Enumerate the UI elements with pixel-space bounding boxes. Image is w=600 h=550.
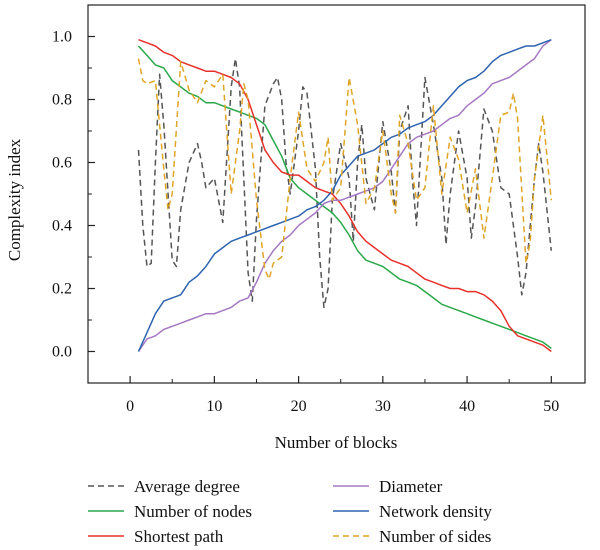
x-tick-label: 20 — [291, 398, 307, 415]
series-average-degree-line — [137, 57, 553, 309]
series-network-density-line — [137, 38, 552, 352]
x-tick-label: 50 — [543, 398, 559, 415]
y-tick-label: 0.2 — [52, 281, 72, 298]
legend: Average degree Number of nodes Shortest pa… — [88, 477, 492, 546]
legend-label-shortest-path: Shortest path — [134, 527, 224, 546]
y-tick-label: 0.6 — [52, 155, 72, 172]
series-number-of-sides-line — [137, 58, 553, 280]
legend-label-number-of-sides: Number of sides — [379, 527, 491, 546]
legend-label-average-degree: Average degree — [134, 477, 240, 496]
y-axis-label: Complexity index — [5, 138, 24, 261]
y-axis: 0.0 0.2 0.4 0.6 0.8 1.0 — [52, 29, 95, 361]
y-tick-label: 0.0 — [52, 344, 72, 361]
x-axis-label: Number of blocks — [275, 433, 398, 452]
series-diameter-line — [137, 39, 552, 352]
legend-label-diameter: Diameter — [379, 477, 443, 496]
series-layer — [137, 38, 553, 353]
legend-label-network-density: Network density — [379, 502, 492, 521]
x-tick-label: 10 — [206, 398, 222, 415]
y-tick-label: 0.8 — [52, 92, 72, 109]
x-axis: 0 10 20 30 40 50 — [126, 376, 559, 415]
x-tick-label: 30 — [375, 398, 391, 415]
legend-label-number-of-nodes: Number of nodes — [134, 502, 252, 521]
series-number-of-nodes-line — [137, 45, 552, 349]
y-tick-label: 1.0 — [52, 29, 72, 46]
x-tick-label: 0 — [126, 398, 134, 415]
series-shortest-path-line — [138, 38, 552, 353]
x-tick-label: 40 — [459, 398, 475, 415]
y-tick-label: 0.4 — [52, 218, 72, 235]
